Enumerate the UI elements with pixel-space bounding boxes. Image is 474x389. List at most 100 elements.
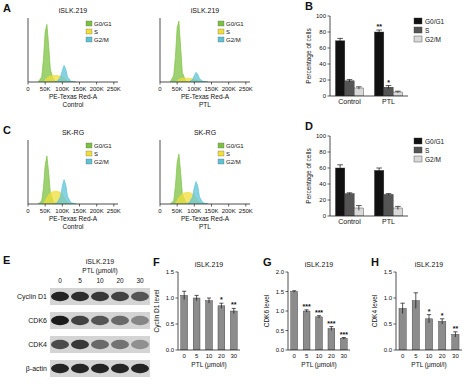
- category-label: 0: [293, 353, 297, 359]
- tick-label: 0: [26, 86, 30, 92]
- error-bar: [207, 298, 211, 303]
- tick: [286, 311, 289, 312]
- tick-label: 0.5: [166, 321, 175, 327]
- legend-swatch: [86, 37, 92, 42]
- error-bar: [386, 86, 392, 89]
- band: [131, 364, 149, 374]
- category-label: 10: [316, 353, 323, 359]
- tick-label: 60: [319, 45, 326, 51]
- axis-label: CDK6 level: [263, 294, 270, 327]
- tick: [62, 204, 63, 207]
- category-label: 10: [206, 353, 213, 359]
- legend-label: S: [94, 151, 98, 157]
- title: iSLK.219: [59, 7, 88, 14]
- tick: [328, 168, 331, 169]
- plot-area: [291, 291, 347, 350]
- band: [71, 316, 89, 326]
- bar: [345, 194, 354, 216]
- category-label: PTL: [382, 218, 395, 225]
- y-axis: [28, 140, 29, 204]
- panel-letter: C: [3, 124, 11, 136]
- tick-label: 0.5: [384, 321, 393, 327]
- axis-label: PE-Texas Red-A: [181, 93, 230, 100]
- tick-label: 40: [319, 61, 326, 67]
- legend-label: G2/M: [425, 156, 441, 163]
- band: [91, 364, 109, 374]
- tick: [286, 291, 289, 292]
- tick: [328, 216, 331, 217]
- legend-swatch: [218, 21, 224, 26]
- y-axis: [178, 272, 179, 350]
- error-bar: [329, 327, 333, 331]
- category-label: 20: [218, 353, 225, 359]
- tick-label: 250K: [107, 208, 121, 214]
- legend-swatch: [218, 37, 224, 42]
- legend-swatch: [414, 147, 422, 153]
- tick-label: 1.0: [166, 295, 175, 301]
- error-bar: [342, 338, 346, 340]
- tick: [62, 82, 63, 85]
- tick: [394, 298, 397, 299]
- panel-letter: G: [263, 256, 272, 268]
- significance: ***: [327, 320, 335, 327]
- category-label: 5: [414, 353, 418, 359]
- tick-label: 250K: [107, 86, 121, 92]
- bar: [193, 298, 200, 350]
- tick: [96, 204, 97, 207]
- error-bar: [317, 316, 321, 318]
- tick-label: 60: [319, 165, 326, 171]
- bar: [345, 81, 354, 96]
- tick: [160, 204, 161, 207]
- tick-label: 1.0: [276, 308, 285, 314]
- axis-label: PTL (μmol/l): [411, 361, 446, 369]
- bar: [374, 32, 383, 96]
- band: [131, 316, 149, 326]
- tick: [328, 200, 331, 201]
- significance: *: [220, 296, 223, 303]
- legend-label: S: [226, 29, 230, 35]
- significance: *: [441, 312, 444, 319]
- panel-letter: A: [3, 2, 11, 14]
- category-label: 30: [230, 353, 237, 359]
- blot-strip: [50, 288, 150, 305]
- tick-label: 200K: [222, 86, 236, 92]
- tick-label: 0: [323, 213, 327, 219]
- tick-label: 50K: [40, 208, 51, 214]
- lane-label: 5: [78, 277, 82, 284]
- band: [131, 340, 149, 350]
- title: iSLK.219: [195, 261, 224, 268]
- tick-label: 1.0: [384, 295, 393, 301]
- legend-label: G2/M: [94, 37, 109, 43]
- legend-swatch: [414, 27, 422, 33]
- legend-label: G0/G1: [94, 21, 112, 27]
- tick: [394, 324, 397, 325]
- axis-label: PE-Texas Red-A: [49, 215, 98, 222]
- tick: [45, 82, 46, 85]
- area: [170, 182, 208, 204]
- band: [111, 364, 129, 374]
- error-bar: [395, 206, 401, 209]
- y-axis: [330, 136, 331, 216]
- plot-area: [170, 154, 208, 204]
- bar: [181, 295, 188, 350]
- subtitle: PTL: [199, 101, 211, 108]
- tick: [245, 82, 246, 85]
- error-bar: [427, 315, 431, 323]
- category-label: 20: [328, 353, 335, 359]
- legend-label: G0/G1: [94, 143, 112, 149]
- tick-label: 20: [319, 77, 326, 83]
- error-bar: [219, 303, 223, 308]
- bar: [328, 329, 335, 350]
- error-bar: [386, 194, 392, 196]
- x-axis: [178, 350, 240, 351]
- tick-label: 0: [26, 208, 30, 214]
- plot-area: [335, 165, 402, 216]
- legend-swatch: [218, 159, 224, 164]
- error-bar: [337, 165, 343, 171]
- error-bar: [305, 310, 309, 312]
- tick-label: 150K: [72, 208, 86, 214]
- bar: [340, 338, 347, 350]
- axis-label: PE-Texas Red-A: [181, 215, 230, 222]
- figure: AiSLK.219050K100K150K200K250KPE-Texas Re…: [0, 0, 474, 389]
- error-bar: [356, 206, 362, 211]
